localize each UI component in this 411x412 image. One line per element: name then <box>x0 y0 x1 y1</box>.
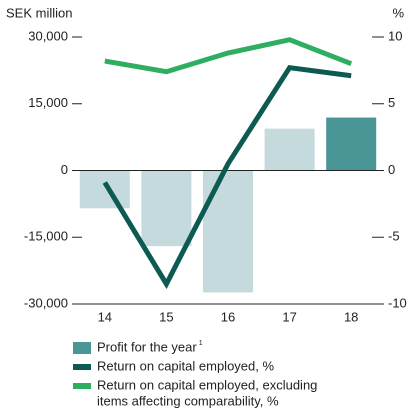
legend-label: Profit for the year <box>97 339 197 354</box>
legend-swatch <box>73 383 91 389</box>
footnote-marker: 1 <box>199 340 203 347</box>
bar <box>203 170 253 293</box>
y-tick-label: 0 <box>61 162 68 177</box>
y2-axis-label: % <box>392 5 404 20</box>
x-tick-label: 16 <box>221 309 235 324</box>
bar <box>326 117 377 171</box>
legend-label: Return on capital employed, excluding <box>97 377 317 392</box>
y2-tick-label: 10 <box>388 28 402 43</box>
y2-tick-label: -10 <box>388 295 407 310</box>
legend-label: Return on capital employed, % <box>97 358 274 373</box>
y2-tick-label: -5 <box>388 229 400 244</box>
line <box>104 37 353 75</box>
legend-swatch <box>73 342 91 354</box>
x-tick-label: 18 <box>344 309 358 324</box>
y2-tick-label: 5 <box>388 95 395 110</box>
x-tick-label: 14 <box>98 309 112 324</box>
x-tick-label: 15 <box>159 309 173 324</box>
y-tick-label: 30,000 <box>28 28 68 43</box>
legend-swatch <box>73 364 91 370</box>
y-axis-label: SEK million <box>6 5 72 20</box>
y-tick-label: 15,000 <box>28 95 68 110</box>
bar <box>141 170 192 247</box>
y-tick-label: -30,000 <box>24 295 68 310</box>
y-tick-label: -15,000 <box>24 229 68 244</box>
line <box>102 65 352 290</box>
legend-label: items affecting comparability, % <box>97 393 279 408</box>
x-tick-label: 17 <box>282 309 296 324</box>
bar <box>264 128 315 171</box>
bar <box>79 170 130 209</box>
y2-tick-label: 0 <box>388 162 395 177</box>
